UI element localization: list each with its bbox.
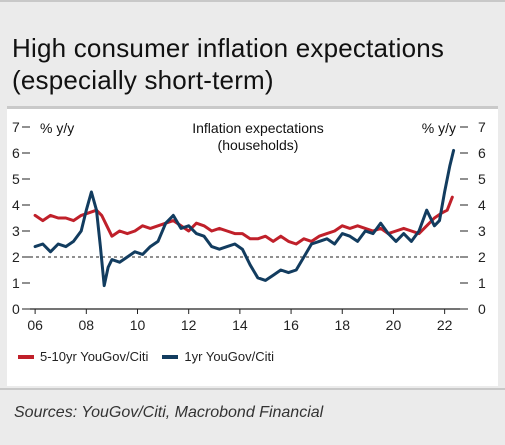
- source-note: Sources: YouGov/Citi, Macrobond Financia…: [14, 404, 324, 421]
- legend-item-5-10yr: 5-10yr YouGov/Citi: [18, 349, 148, 364]
- y-tick-label-right: 7: [478, 119, 486, 135]
- legend-swatch-red: [18, 354, 34, 359]
- legend-label-1yr: 1yr YouGov/Citi: [184, 349, 275, 364]
- x-tick-label: 18: [334, 317, 350, 333]
- y-tick-label-left: 3: [12, 223, 20, 239]
- y-tick-label-right: 4: [478, 197, 486, 213]
- x-tick-label: 06: [27, 317, 43, 333]
- chart-annotation: Inflation expectations: [192, 120, 324, 136]
- x-tick-label: 10: [130, 317, 146, 333]
- chart-plot: 0 01 12 23 34 45 56 67 706 08 10 12 14 16 18 20 22% y/y%…: [12, 119, 486, 333]
- y-tick-label-right: 0: [478, 301, 486, 317]
- title-block: High consumer inflation expectations (esp…: [0, 0, 505, 108]
- y-tick-label-left: 1: [12, 275, 20, 291]
- legend-swatch-navy: [162, 354, 179, 359]
- legend: 5-10yr YouGov/Citi 1yr YouGov/Citi: [18, 349, 274, 364]
- y-axis-label-right: % y/y: [422, 120, 456, 136]
- x-tick-label: 08: [79, 317, 95, 333]
- series-line-1yr: [33, 148, 456, 288]
- legend-label-5-10yr: 5-10yr YouGov/Citi: [40, 349, 149, 364]
- x-tick-label: 12: [181, 317, 197, 333]
- chart-annotation: (households): [218, 137, 299, 153]
- source-block: Sources: YouGov/Citi, Macrobond Financia…: [0, 388, 505, 445]
- y-tick-label-right: 3: [478, 223, 486, 239]
- y-tick-label-right: 2: [478, 249, 486, 265]
- chart-panel: [7, 106, 498, 386]
- y-tick-label-left: 5: [12, 171, 20, 187]
- chart-title-line: (especially short-term): [12, 65, 274, 95]
- y-tick-label-left: 4: [12, 197, 20, 213]
- y-tick-label-right: 5: [478, 171, 486, 187]
- y-tick-label-left: 7: [12, 119, 20, 135]
- chart-title: High consumer inflation expectations (esp…: [12, 32, 444, 96]
- y-tick-label-left: 6: [12, 145, 20, 161]
- x-tick-label: 20: [386, 317, 402, 333]
- chart-title-line: High consumer inflation expectations: [12, 33, 445, 63]
- x-tick-label: 22: [437, 317, 453, 333]
- x-tick-label: 14: [232, 317, 248, 333]
- legend-item-1yr: 1yr YouGov/Citi: [162, 349, 274, 364]
- x-tick-label: 16: [283, 317, 299, 333]
- y-tick-label-right: 6: [478, 145, 486, 161]
- y-axis-label-left: % y/y: [40, 120, 74, 136]
- y-tick-label-left: 0: [12, 301, 20, 317]
- y-tick-label-left: 2: [12, 249, 20, 265]
- y-tick-label-right: 1: [478, 275, 486, 291]
